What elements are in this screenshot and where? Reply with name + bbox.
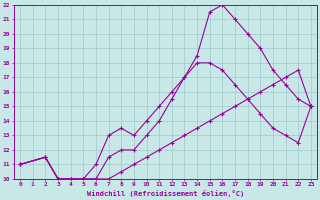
X-axis label: Windchill (Refroidissement éolien,°C): Windchill (Refroidissement éolien,°C) <box>87 190 244 197</box>
